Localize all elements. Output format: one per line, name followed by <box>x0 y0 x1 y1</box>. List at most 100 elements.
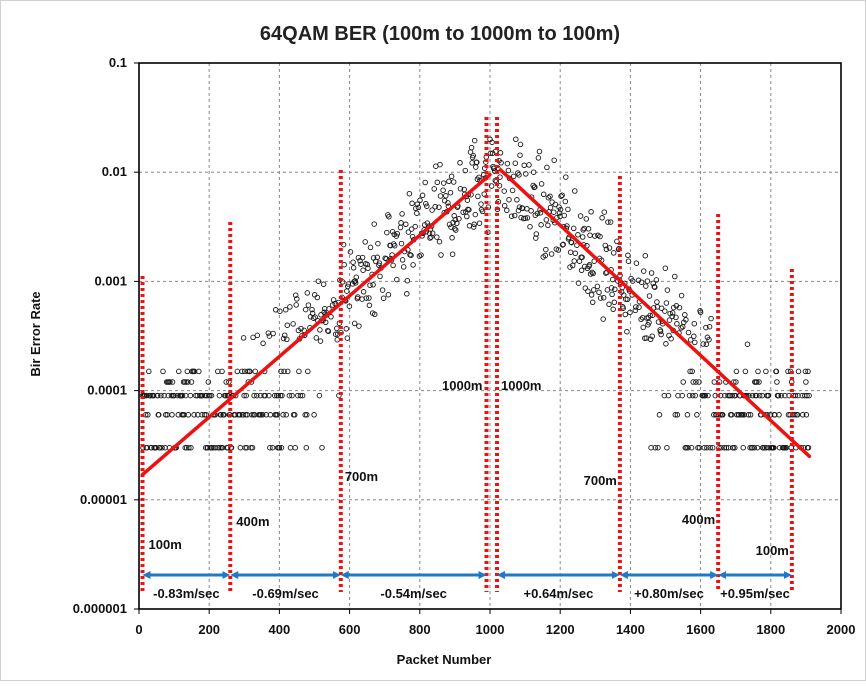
data-point <box>394 276 400 283</box>
data-point <box>732 444 738 451</box>
data-point <box>538 181 545 187</box>
data-point <box>587 271 594 277</box>
data-point <box>303 444 310 451</box>
data-point <box>572 188 578 194</box>
data-point <box>516 172 522 178</box>
y-tick-label: 0.00001 <box>80 492 127 507</box>
data-point <box>647 336 654 343</box>
data-point <box>605 219 611 225</box>
data-point <box>449 235 455 241</box>
data-point <box>685 444 691 451</box>
data-point <box>449 251 456 257</box>
data-point <box>440 187 446 193</box>
data-point <box>559 242 566 248</box>
data-point <box>802 368 809 375</box>
data-point <box>691 320 698 327</box>
data-point <box>749 444 755 451</box>
data-point <box>187 392 194 399</box>
data-point <box>663 341 669 347</box>
data-point <box>655 444 661 451</box>
data-point <box>600 294 607 301</box>
data-point <box>501 202 508 209</box>
data-point <box>511 212 518 219</box>
speed-label: +0.80m/sec <box>634 586 704 601</box>
data-point <box>208 392 215 399</box>
data-point <box>689 368 695 375</box>
data-point <box>489 139 495 146</box>
data-point <box>345 283 351 290</box>
data-point <box>412 223 418 230</box>
data-point <box>159 444 165 451</box>
data-point <box>436 204 442 210</box>
data-point <box>636 304 642 310</box>
data-point <box>259 412 266 418</box>
data-point <box>464 197 471 203</box>
data-point <box>409 200 415 207</box>
data-point <box>188 444 194 451</box>
data-point <box>247 368 253 375</box>
data-point <box>601 209 608 215</box>
data-point <box>147 392 154 399</box>
data-point <box>207 392 213 399</box>
data-point <box>803 412 810 418</box>
data-point <box>508 213 515 219</box>
data-point <box>668 335 674 342</box>
data-point <box>794 412 801 418</box>
data-point <box>379 287 386 293</box>
data-point <box>188 379 195 385</box>
data-point <box>697 309 704 316</box>
data-point <box>775 392 782 399</box>
data-point <box>386 213 392 220</box>
y-tick-label: 0.1 <box>109 55 127 70</box>
data-point <box>701 444 708 451</box>
data-point <box>504 207 510 214</box>
data-point <box>644 278 651 284</box>
data-point <box>674 412 681 418</box>
data-point <box>289 392 295 399</box>
data-point <box>754 379 760 385</box>
data-point <box>281 332 288 338</box>
data-point <box>311 412 317 418</box>
data-point <box>225 444 231 451</box>
data-point <box>575 232 581 238</box>
data-point <box>629 278 636 284</box>
distance-markers: 100m 400m 700m 1000m 1000m 700m 400m 100m <box>140 117 794 592</box>
x-tick-label: 1600 <box>686 622 715 637</box>
data-point <box>262 392 268 399</box>
distance-marker-label: 1000m <box>442 378 482 393</box>
data-point <box>622 311 629 318</box>
distance-marker-label: 400m <box>682 512 715 527</box>
data-point <box>353 274 360 280</box>
data-point <box>588 209 594 215</box>
data-point <box>504 160 511 167</box>
data-point <box>181 379 188 385</box>
data-point <box>451 226 458 232</box>
data-point <box>266 392 272 399</box>
speed-arrows: -0.83m/sec -0.69m/sec -0.54m/sec +0.64m/sec… <box>142 571 792 601</box>
data-point <box>657 328 664 335</box>
data-point <box>594 283 601 290</box>
data-point <box>633 260 640 266</box>
data-point <box>756 379 762 385</box>
data-point <box>471 137 478 144</box>
data-point <box>547 193 553 200</box>
data-point <box>665 392 672 399</box>
data-point <box>562 198 569 205</box>
data-point <box>755 368 761 375</box>
data-point <box>443 193 449 199</box>
data-point <box>399 257 406 263</box>
data-point <box>316 392 323 399</box>
data-point <box>805 368 811 375</box>
data-point <box>223 379 229 385</box>
data-point <box>480 172 487 178</box>
data-point <box>304 412 310 418</box>
data-point <box>332 331 339 337</box>
data-point <box>602 242 609 249</box>
data-point <box>453 227 459 233</box>
data-point <box>437 193 444 199</box>
data-point <box>632 307 639 314</box>
data-point <box>221 412 227 418</box>
data-point <box>282 306 289 313</box>
data-point <box>590 287 597 293</box>
data-point <box>414 210 420 216</box>
